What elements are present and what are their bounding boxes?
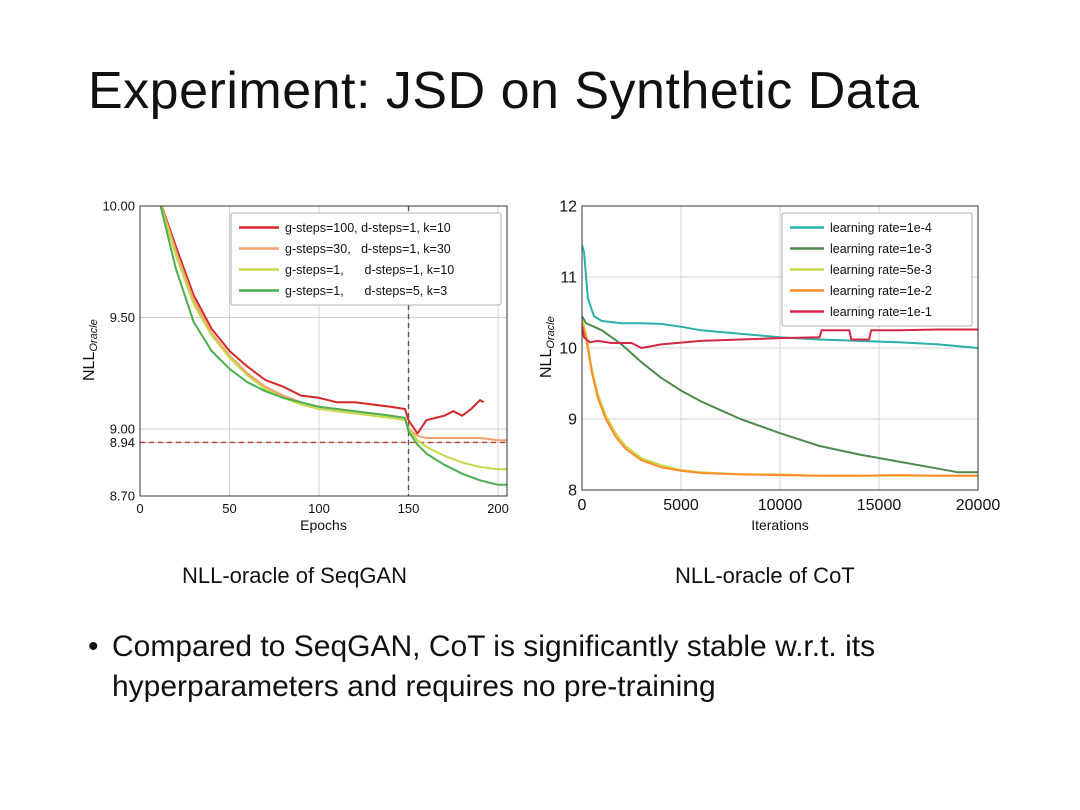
x-tick-label: 5000	[663, 497, 699, 514]
bullet-text: Compared to SeqGAN, CoT is significantly…	[112, 630, 876, 703]
x-tick-label: 10000	[758, 497, 803, 514]
series-line-1	[160, 206, 485, 435]
x-tick-label: 20000	[956, 497, 1001, 514]
y-tick-label: 11	[560, 270, 577, 287]
x-tick-label: 0	[578, 497, 587, 514]
legend-label-3: learning rate=5e-3	[830, 263, 932, 277]
y-axis-label: NLLOracle	[538, 316, 557, 378]
x-tick-label: 150	[398, 501, 420, 516]
plot-lines	[582, 244, 978, 477]
slide-title: Experiment: JSD on Synthetic Data	[88, 62, 920, 120]
legend: learning rate=1e-4 learning rate=1e-3 lear…	[781, 212, 973, 327]
legend-box	[781, 212, 973, 327]
series-line-2	[582, 315, 978, 474]
caption-cot: NLL-oracle of CoT	[675, 563, 855, 588]
legend-label-1: learning rate=1e-4	[830, 221, 932, 235]
legend-label-5: learning rate=1e-1	[830, 305, 932, 319]
legend-label-3: g-steps=1, d-steps=1, k=10	[285, 263, 454, 277]
plot-frame	[139, 205, 508, 497]
legend-label-2: learning rate=1e-3	[830, 242, 932, 256]
y-tick-label: 8.70	[110, 489, 135, 504]
series-line-3	[160, 206, 507, 471]
y-axis-label-subscript: Oracle	[88, 319, 100, 351]
y-tick-label: 10	[559, 341, 577, 358]
series-line-4	[159, 206, 507, 486]
x-tick-label: 100	[308, 501, 330, 516]
legend-box	[230, 212, 502, 306]
x-tick-label: 0	[136, 501, 143, 516]
plot-frame	[581, 205, 979, 491]
legend: g-steps=100, d-steps=1, k=10 g-steps=30, …	[230, 212, 502, 306]
x-tick-label: 15000	[857, 497, 902, 514]
x-axis-label: Epochs	[300, 517, 347, 533]
y-tick-label: 12	[559, 199, 577, 216]
legend-label-2: g-steps=30, d-steps=1, k=30	[285, 242, 451, 256]
legend-label-4: g-steps=1, d-steps=5, k=3	[285, 284, 447, 298]
cot-nll-chart: 0 5000 10000 15000 20000 8 9 10 11 12 Iterations NL…	[538, 199, 1001, 533]
legend-label-4: learning rate=1e-2	[830, 284, 932, 298]
x-tick-label: 50	[222, 501, 236, 516]
series-line-1	[582, 244, 978, 349]
x-tick-label: 200	[487, 501, 509, 516]
bullet-marker: •	[88, 630, 99, 663]
series-line-4	[582, 322, 978, 477]
y-tick-label: 10.00	[102, 199, 135, 214]
y-tick-label: 9.00	[110, 422, 135, 437]
y-axis-label: NLLOracle	[81, 319, 100, 381]
x-axis-label: Iterations	[751, 517, 809, 533]
y-axis-label-subscript: Oracle	[545, 316, 557, 348]
y-axis-label-main: NLL	[538, 349, 555, 378]
caption-seqgan: NLL-oracle of SeqGAN	[182, 563, 407, 588]
series-line-5	[582, 326, 978, 349]
seqgan-nll-chart: 0 50 100 150 200 8.70 8.949.00 9.50 10.00 Epochs N…	[81, 199, 509, 533]
y-tick-label: 8.94	[110, 435, 135, 450]
y-tick-label: 9.50	[110, 310, 135, 325]
y-axis-label-main: NLL	[81, 352, 98, 381]
y-tick-label: 8	[568, 483, 577, 500]
legend-label-1: g-steps=100, d-steps=1, k=10	[285, 221, 451, 235]
y-tick-label: 9	[568, 412, 577, 429]
